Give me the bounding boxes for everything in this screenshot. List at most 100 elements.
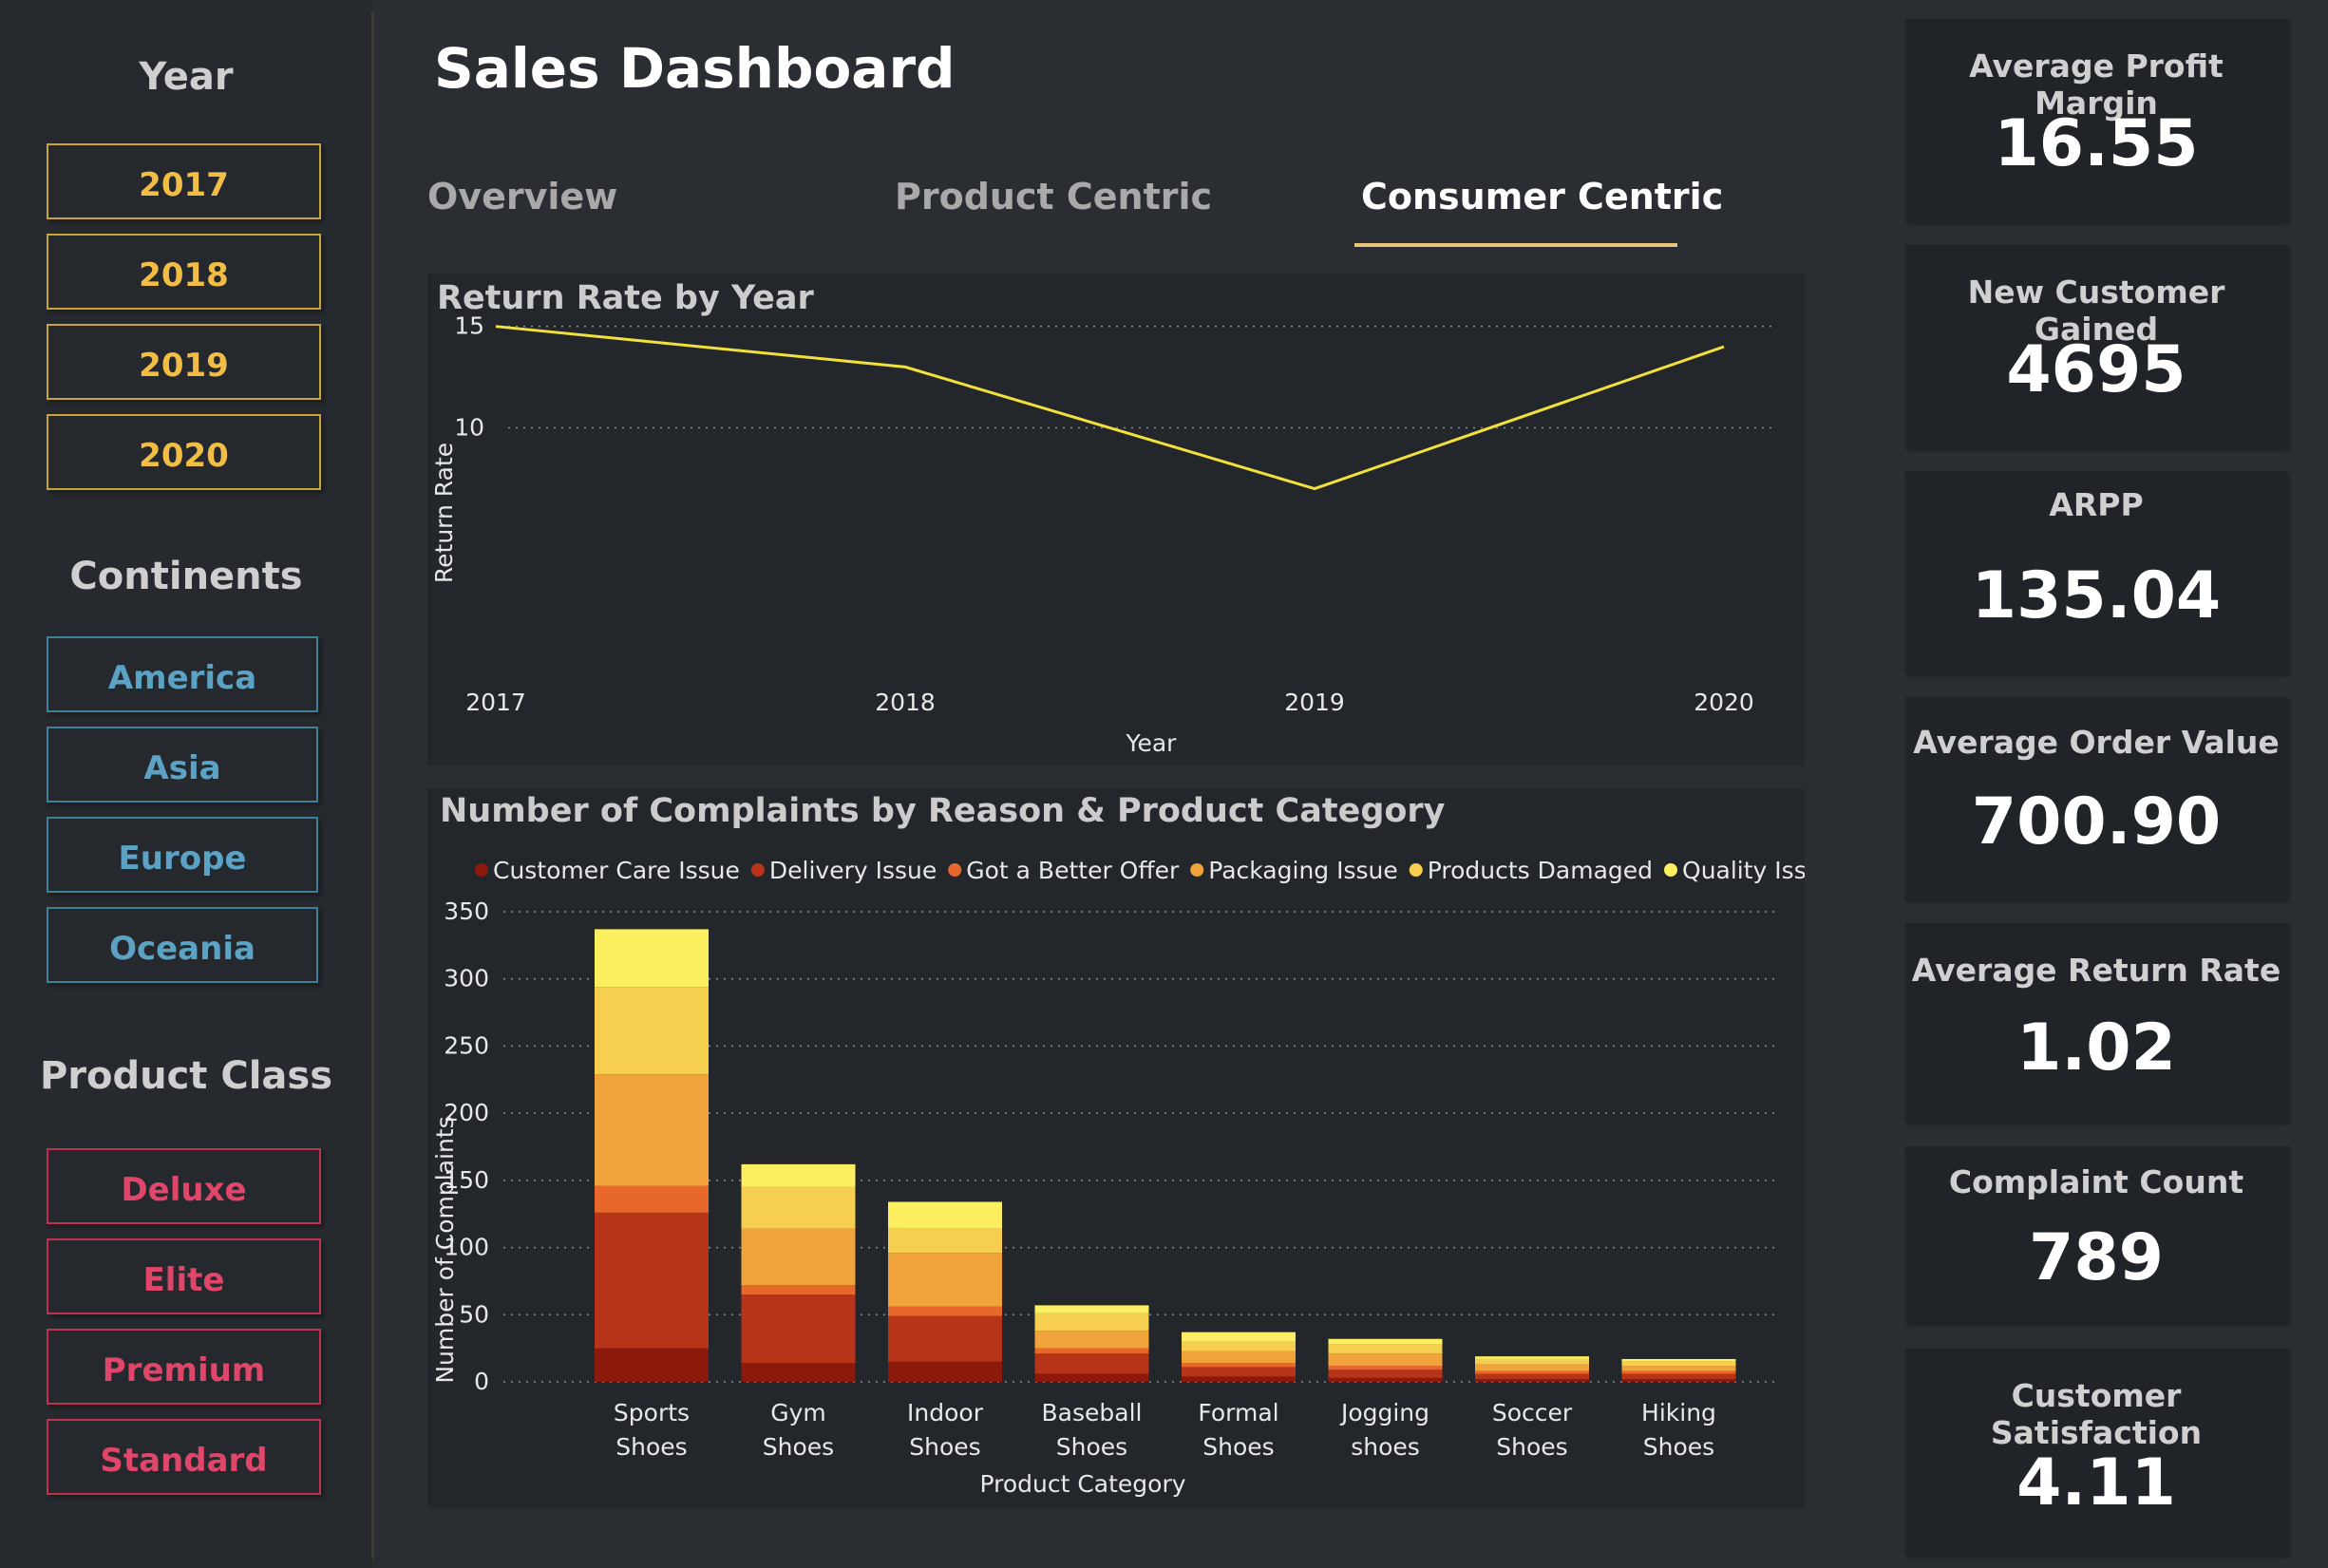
bar-segment[interactable] [1182, 1351, 1296, 1364]
legend-marker [1409, 863, 1423, 877]
bar-segment[interactable] [888, 1253, 1002, 1307]
bar-segment[interactable] [1475, 1379, 1589, 1382]
class-deluxe-button[interactable]: Deluxe [47, 1148, 321, 1224]
x-tick-label: 2017 [465, 689, 526, 716]
bar-segment[interactable] [595, 1348, 709, 1382]
legend-label: Products Damaged [1428, 857, 1653, 884]
year-2018-button[interactable]: 2018 [47, 234, 321, 310]
kpi-value: 4.11 [2016, 1445, 2176, 1521]
bar-segment[interactable] [595, 929, 709, 988]
bar-segment[interactable] [741, 1186, 856, 1229]
bar-segment[interactable] [1182, 1332, 1296, 1342]
bar-segment[interactable] [595, 1074, 709, 1186]
bar-segment[interactable] [1034, 1348, 1149, 1354]
bar-segment[interactable] [1475, 1373, 1589, 1380]
continent-europe-button[interactable]: Europe [47, 817, 318, 893]
bar-segment[interactable] [741, 1285, 856, 1295]
bar-segment[interactable] [595, 987, 709, 1075]
bar-segment[interactable] [1475, 1358, 1589, 1365]
x-tick-label: 2020 [1694, 689, 1754, 716]
bar-segment[interactable] [595, 1185, 709, 1213]
bar-segment[interactable] [1621, 1370, 1736, 1374]
bar-segment[interactable] [1621, 1373, 1736, 1380]
kpi-label: Complaint Count [1948, 1163, 2244, 1200]
bar-segment[interactable] [1475, 1364, 1589, 1371]
legend-marker [1190, 863, 1204, 877]
bar-segment[interactable] [1475, 1370, 1589, 1374]
bar-segment[interactable] [1328, 1377, 1443, 1382]
complaints-chart-title: Number of Complaints by Reason & Product… [440, 792, 1446, 830]
x-axis-label: Year [1126, 729, 1178, 757]
year-2019-button[interactable]: 2019 [47, 324, 321, 400]
bar-segment[interactable] [888, 1315, 1002, 1362]
bar-segment[interactable] [1328, 1366, 1443, 1370]
bar-segment[interactable] [888, 1228, 1002, 1254]
return-rate-line [495, 325, 1725, 491]
bar-segment[interactable] [741, 1228, 856, 1286]
active-tab-indicator [1354, 243, 1677, 247]
bar-segment[interactable] [741, 1163, 856, 1187]
complaints-card: Number of Complaints by Reason & Product… [427, 788, 1805, 1508]
kpi-value: 700.90 [1971, 784, 2222, 860]
bar-segment[interactable] [1034, 1305, 1149, 1313]
x-tick-label: Jogging [1339, 1399, 1429, 1426]
x-tick-label: Gym [770, 1399, 826, 1426]
continent-asia-button[interactable]: Asia [47, 727, 318, 803]
bar-segment[interactable] [1475, 1356, 1589, 1359]
class-elite-button[interactable]: Elite [47, 1238, 321, 1314]
tab-consumer-centric[interactable]: Consumer Centric [1361, 176, 1724, 217]
bar-segment[interactable] [741, 1363, 856, 1382]
bar-segment[interactable] [1328, 1370, 1443, 1378]
bar-segment[interactable] [1182, 1363, 1296, 1368]
y-tick-label: 50 [459, 1300, 489, 1328]
bar-segment[interactable] [1621, 1361, 1736, 1367]
panel-divider [371, 11, 374, 1559]
x-tick-label: Soccer [1492, 1399, 1573, 1426]
kpi-card-arpp: ARPP 135.04 [1905, 471, 2287, 674]
bar-segment[interactable] [888, 1361, 1002, 1382]
class-standard-button[interactable]: Standard [47, 1419, 321, 1495]
year-2020-button[interactable]: 2020 [47, 414, 321, 490]
y-tick-label: 150 [444, 1166, 489, 1194]
kpi-value: 16.55 [1994, 106, 2199, 181]
y-tick-label: 15 [454, 312, 484, 340]
tab-overview[interactable]: Overview [427, 176, 618, 217]
continent-america-button[interactable]: America [47, 636, 318, 712]
bar-segment[interactable] [1328, 1344, 1443, 1354]
class-premium-button[interactable]: Premium [47, 1329, 321, 1405]
kpi-value: 789 [2029, 1220, 2164, 1295]
x-tick-label: Sports [614, 1399, 690, 1426]
year-2017-button[interactable]: 2017 [47, 143, 321, 219]
x-tick-label: Shoes [1643, 1433, 1714, 1461]
y-tick-label: 0 [474, 1368, 489, 1395]
x-tick-label: Indoor [907, 1399, 984, 1426]
kpi-card-new-customers: New Customer Gained 4695 [1905, 245, 2287, 448]
y-tick-label: 300 [444, 965, 489, 992]
bar-segment[interactable] [1034, 1331, 1149, 1349]
continent-oceania-button[interactable]: Oceania [47, 907, 318, 983]
bar-segment[interactable] [1034, 1353, 1149, 1374]
bar-segment[interactable] [888, 1201, 1002, 1229]
bar-segment[interactable] [1182, 1376, 1296, 1382]
bar-segment[interactable] [1328, 1338, 1443, 1345]
kpi-card-return-rate: Average Return Rate 1.02 [1905, 923, 2287, 1123]
bar-segment[interactable] [1182, 1341, 1296, 1351]
kpi-card-satisfaction: Customer Satisfaction 4.11 [1905, 1349, 2287, 1556]
bar-segment[interactable] [888, 1306, 1002, 1316]
y-axis-label: Return Rate [430, 443, 458, 583]
tab-product-centric[interactable]: Product Centric [895, 176, 1213, 217]
bar-segment[interactable] [1034, 1373, 1149, 1382]
bar-segment[interactable] [1621, 1379, 1736, 1382]
bar-segment[interactable] [1621, 1358, 1736, 1362]
bar-segment[interactable] [1182, 1367, 1296, 1377]
x-axis-label: Product Category [979, 1470, 1185, 1498]
bar-segment[interactable] [1328, 1353, 1443, 1367]
bar-segment[interactable] [741, 1294, 856, 1364]
bar-segment[interactable] [595, 1212, 709, 1349]
bar-segment[interactable] [1621, 1366, 1736, 1371]
product-class-filter-title: Product Class [39, 1054, 333, 1098]
y-tick-label: 100 [444, 1234, 489, 1261]
y-tick-label: 250 [444, 1031, 489, 1059]
bar-segment[interactable] [1034, 1313, 1149, 1332]
x-tick-label: Shoes [909, 1433, 980, 1461]
